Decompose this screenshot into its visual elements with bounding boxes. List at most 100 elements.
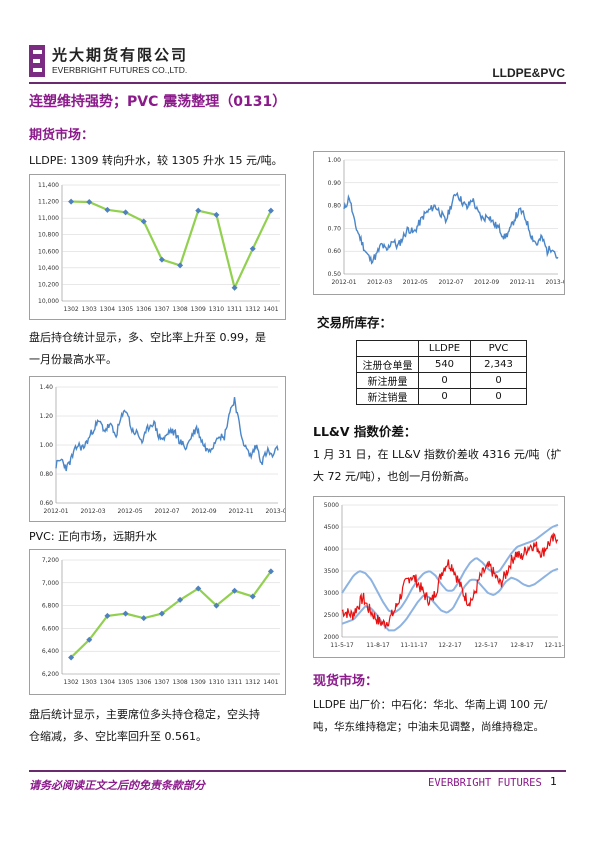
header-divider xyxy=(29,82,566,84)
lldpe-summary: LLDPE: 1309 转向升水，较 1305 升水 15 元/吨。 xyxy=(29,154,283,167)
spot-para-2: 吨，华东维持稳定；中油未见调整，尚维持稳定。 xyxy=(313,721,544,733)
table-row: 新注销量 0 0 xyxy=(356,388,527,405)
data-point xyxy=(213,211,220,218)
x-tick-label: 2012-09 xyxy=(474,279,499,286)
y-tick-label: 6,800 xyxy=(42,603,59,610)
y-tick-label: 11,000 xyxy=(38,215,59,222)
row-label: 注册仓单量 xyxy=(356,356,419,373)
x-tick-label: 1306 xyxy=(136,679,151,686)
x-tick-label: 1401 xyxy=(263,306,278,313)
data-point xyxy=(158,256,165,263)
x-tick-label: 1303 xyxy=(82,679,97,686)
cell: 2,343 xyxy=(470,356,527,373)
lldpe-ratio-chart: 0.50 0.60 0.70 0.80 0.90 1.00 2012-01 2012-03 20… xyxy=(313,151,565,295)
llv-heading: LL&V 指数价差： xyxy=(313,424,417,439)
x-tick-label: 11-11-17 xyxy=(400,642,427,649)
series-line xyxy=(343,191,559,265)
y-tick-label: 3500 xyxy=(324,568,339,575)
spread-line xyxy=(341,532,559,630)
y-tick-label: 6,200 xyxy=(42,671,59,678)
row-label: 新注册量 xyxy=(356,372,419,389)
pvc-spread-chart: 6,200 6,400 6,600 6,800 7,000 7,200 1302 1303 13… xyxy=(29,549,286,695)
x-tick-label: 1303 xyxy=(82,306,97,313)
table-header-row: LLDPE PVC xyxy=(356,340,527,357)
data-point xyxy=(158,610,165,617)
x-tick-label: 1312 xyxy=(245,306,260,313)
x-tick-label: 1306 xyxy=(136,306,151,313)
page-number: 1 xyxy=(550,775,557,788)
footer-divider xyxy=(29,770,566,772)
llv-para-2: 大 72 元/吨），也创一月份新高。 xyxy=(313,470,476,483)
column-header: LLDPE xyxy=(418,340,471,357)
y-tick-label: 4500 xyxy=(324,524,339,531)
x-tick-label: 1302 xyxy=(63,306,78,313)
y-tick-label: 0.60 xyxy=(328,248,342,255)
y-tick-label: 2000 xyxy=(324,634,339,641)
data-point xyxy=(104,612,111,619)
upper-band-line xyxy=(341,523,559,614)
x-tick-label: 2012-09 xyxy=(191,508,216,515)
data-point xyxy=(104,206,111,213)
y-tick-label: 0.90 xyxy=(328,180,342,187)
x-tick-label: 2013-01 xyxy=(545,279,564,286)
x-tick-label: 2012-05 xyxy=(403,279,428,286)
x-tick-label: 1309 xyxy=(191,306,206,313)
llv-spread-chart: 2000 2500 3000 3500 4000 4500 5000 11-5-17 11-8-… xyxy=(313,496,565,658)
lldpe-ratio-svg: 0.50 0.60 0.70 0.80 0.90 1.00 2012-01 2012-03 20… xyxy=(328,157,564,286)
page-title: 连塑维持强势；PVC 震荡整理（0131） xyxy=(29,94,287,110)
pvc-summary: PVC: 正向市场，远期升水 xyxy=(29,530,158,543)
x-tick-label: 1310 xyxy=(209,679,224,686)
inventory-table: LLDPE PVC 注册仓单量 540 2,343 新注册量 0 0 新注销量 … xyxy=(356,340,527,405)
llv-para-1: 1 月 31 日，在 LL&V 指数价差收 4316 元/吨（扩 xyxy=(313,448,562,461)
y-tick-label: 7,200 xyxy=(42,557,59,564)
cell: 540 xyxy=(418,356,471,373)
data-point xyxy=(249,245,256,252)
series-line xyxy=(70,570,272,659)
x-tick-label: 1302 xyxy=(63,679,78,686)
y-tick-label: 0.70 xyxy=(328,225,342,232)
data-point xyxy=(213,602,220,609)
x-tick-label: 1305 xyxy=(118,679,133,686)
y-tick-label: 1.00 xyxy=(328,157,342,164)
lldpe-para-2: 一月份最高水平。 xyxy=(29,353,117,366)
x-tick-label: 1311 xyxy=(227,306,242,313)
x-tick-label: 12-8-17 xyxy=(510,642,534,649)
y-tick-label: 10,600 xyxy=(38,248,59,255)
company-name-en: EVERBRIGHT FUTURES CO.,LTD. xyxy=(52,65,188,75)
footer-brand: EVERBRIGHT FUTURES xyxy=(428,777,542,789)
x-tick-label: 11-8-17 xyxy=(366,642,390,649)
y-tick-label: 10,400 xyxy=(38,265,59,272)
y-tick-label: 2500 xyxy=(324,612,339,619)
x-tick-label: 2012-01 xyxy=(43,508,68,515)
data-point xyxy=(231,587,238,594)
y-tick-label: 10,800 xyxy=(38,232,59,239)
y-tick-label: 5000 xyxy=(324,502,339,509)
lldpe-para-1: 盘后持仓统计显示，多、空比率上升至 0.99，是 xyxy=(29,331,266,344)
x-tick-label: 1307 xyxy=(154,679,169,686)
x-tick-label: 2012-05 xyxy=(117,508,142,515)
data-point xyxy=(177,262,184,269)
x-tick-label: 11-5-17 xyxy=(330,642,354,649)
table-row: 注册仓单量 540 2,343 xyxy=(356,356,527,373)
table-corner xyxy=(356,340,419,357)
x-tick-label: 1308 xyxy=(172,679,187,686)
data-point xyxy=(68,198,75,205)
data-point xyxy=(195,585,202,592)
x-tick-label: 1309 xyxy=(191,679,206,686)
data-point xyxy=(231,284,238,291)
data-point xyxy=(86,198,93,205)
x-tick-label: 2012-07 xyxy=(438,279,463,286)
x-tick-label: 2012-03 xyxy=(80,508,105,515)
y-tick-label: 4000 xyxy=(324,546,339,553)
disclaimer-link[interactable]: 请务必阅读正文之后的免责条款部分 xyxy=(29,779,205,792)
y-tick-label: 7,000 xyxy=(42,580,59,587)
y-tick-label: 6,600 xyxy=(42,625,59,632)
data-point xyxy=(177,596,184,603)
report-tag: LLDPE&PVC xyxy=(492,66,565,80)
x-tick-label: 1401 xyxy=(263,679,278,686)
x-tick-label: 12-11-17 xyxy=(544,642,564,649)
y-tick-label: 11,400 xyxy=(38,182,59,189)
data-point xyxy=(140,615,147,622)
y-tick-label: 0.60 xyxy=(40,500,54,507)
